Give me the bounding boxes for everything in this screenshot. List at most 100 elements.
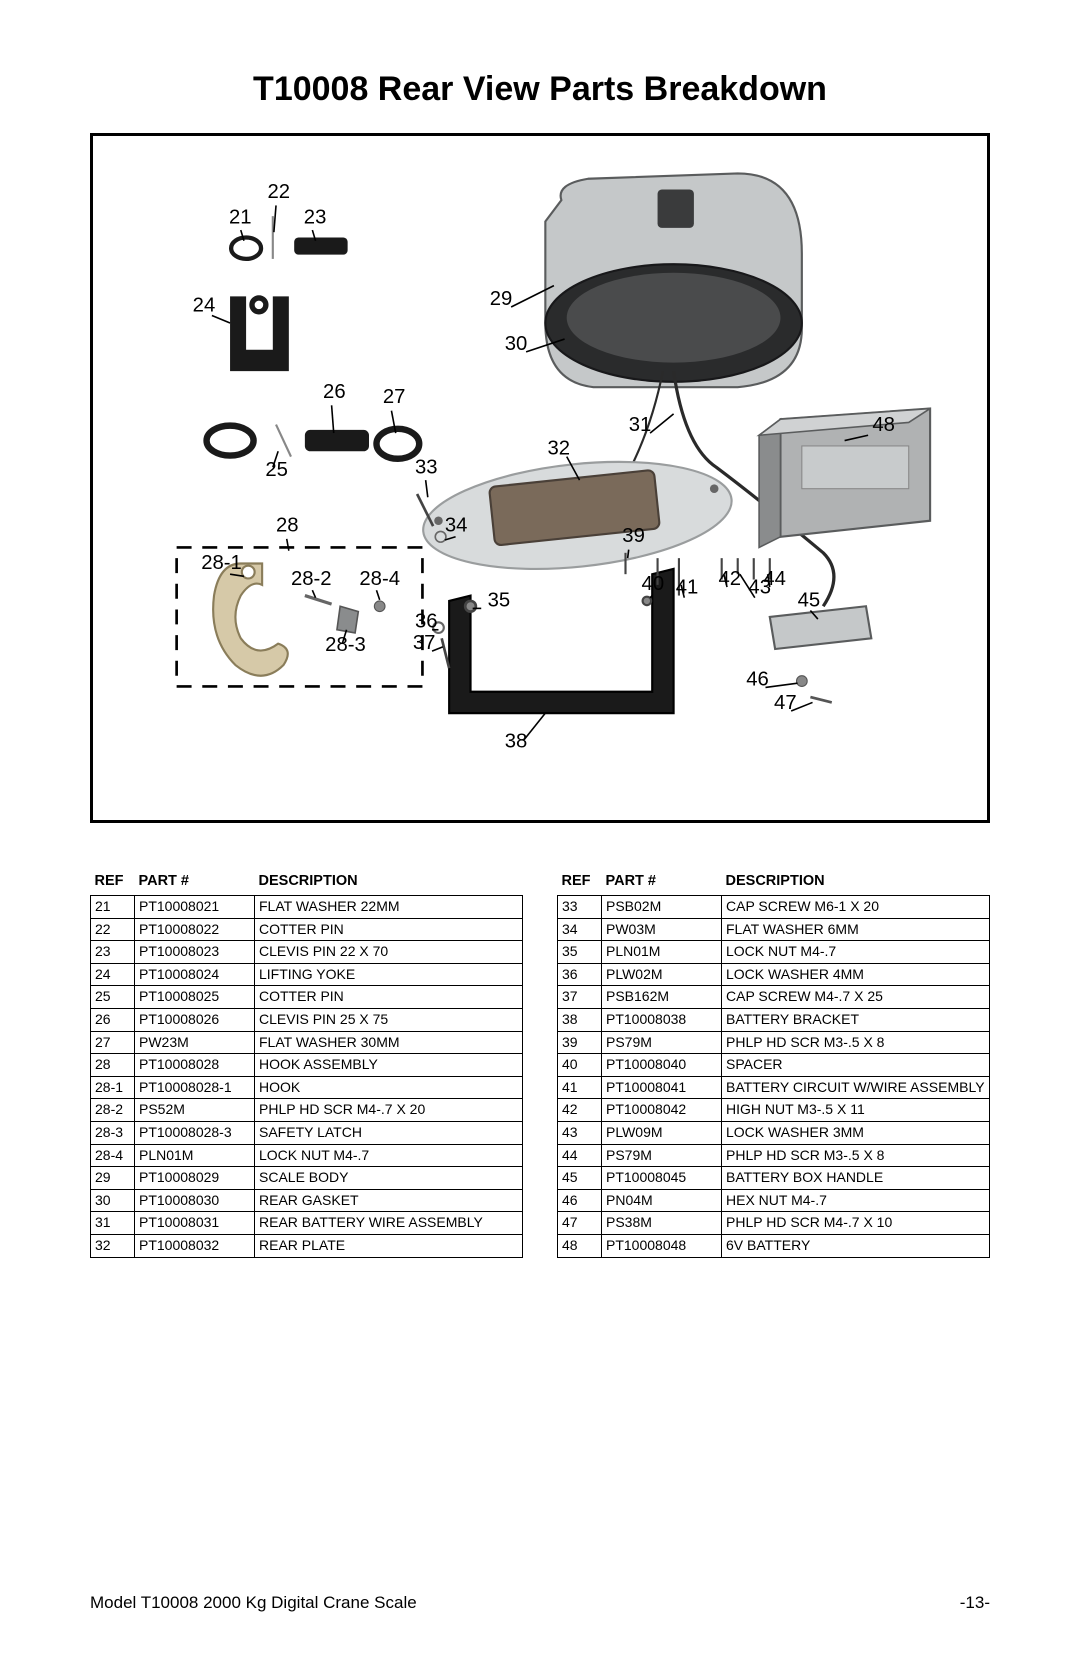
col-header-part: PART # — [135, 871, 255, 896]
cell-ref: 36 — [558, 963, 602, 986]
cell-ref: 48 — [558, 1234, 602, 1257]
callout-21: 21 — [229, 207, 252, 229]
table-row: 24PT10008024LIFTING YOKE — [91, 963, 523, 986]
cell-part: PT10008025 — [135, 986, 255, 1009]
cell-desc: SPACER — [722, 1054, 990, 1077]
callout-36: 36 — [415, 611, 438, 633]
cell-desc: HEX NUT M4-.7 — [722, 1189, 990, 1212]
table-row: 32PT10008032REAR PLATE — [91, 1234, 523, 1257]
callout-35: 35 — [488, 589, 511, 611]
cell-desc: HOOK ASSEMBLY — [255, 1054, 523, 1077]
cell-ref: 28-2 — [91, 1099, 135, 1122]
table-row: 46PN04MHEX NUT M4-.7 — [558, 1189, 990, 1212]
table-row: 41PT10008041BATTERY CIRCUIT W/WIRE ASSEM… — [558, 1076, 990, 1099]
cell-ref: 27 — [91, 1031, 135, 1054]
nut-28-4-icon — [374, 601, 385, 612]
cell-part: PW23M — [135, 1031, 255, 1054]
cell-part: PT10008026 — [135, 1008, 255, 1031]
table-row: 36PLW02MLOCK WASHER 4MM — [558, 963, 990, 986]
cell-ref: 37 — [558, 986, 602, 1009]
callout-24: 24 — [193, 294, 216, 316]
callout-47: 47 — [774, 692, 797, 714]
washer-27-icon — [376, 429, 419, 459]
cell-ref: 46 — [558, 1189, 602, 1212]
cell-desc: REAR BATTERY WIRE ASSEMBLY — [255, 1212, 523, 1235]
table-row: 47PS38MPHLP HD SCR M4-.7 X 10 — [558, 1212, 990, 1235]
cell-desc: 6V BATTERY — [722, 1234, 990, 1257]
col-header-ref: REF — [91, 871, 135, 896]
table-row: 30PT10008030REAR GASKET — [91, 1189, 523, 1212]
table-row: 38PT10008038BATTERY BRACKET — [558, 1008, 990, 1031]
callout-41: 41 — [676, 576, 699, 598]
cell-part: PLW09M — [602, 1121, 722, 1144]
table-row: 22PT10008022COTTER PIN — [91, 918, 523, 941]
cell-ref: 44 — [558, 1144, 602, 1167]
cell-part: PT10008041 — [602, 1076, 722, 1099]
diagram-svg: 212223242526272828-128-228-328-429303132… — [93, 136, 987, 820]
cell-desc: PHLP HD SCR M3-.5 X 8 — [722, 1031, 990, 1054]
callout-38: 38 — [505, 730, 528, 752]
col-header-desc: DESCRIPTION — [255, 871, 523, 896]
washer-21-icon — [231, 238, 261, 259]
footer-model: Model T10008 2000 Kg Digital Crane Scale — [90, 1593, 417, 1613]
cell-ref: 39 — [558, 1031, 602, 1054]
callout-23: 23 — [304, 207, 327, 229]
callout-29: 29 — [490, 288, 513, 310]
cell-part: PLN01M — [602, 941, 722, 964]
cell-ref: 28 — [91, 1054, 135, 1077]
cell-ref: 28-3 — [91, 1121, 135, 1144]
handle-hardware-icon — [797, 676, 832, 703]
cell-desc: PHLP HD SCR M4-.7 X 10 — [722, 1212, 990, 1235]
cell-desc: REAR GASKET — [255, 1189, 523, 1212]
cell-ref: 45 — [558, 1167, 602, 1190]
callout-28-2: 28-2 — [291, 568, 332, 590]
cell-desc: LOCK NUT M4-.7 — [255, 1144, 523, 1167]
table-row: 26PT10008026CLEVIS PIN 25 X 75 — [91, 1008, 523, 1031]
cell-desc: COTTER PIN — [255, 986, 523, 1009]
cell-desc: CAP SCREW M4-.7 X 25 — [722, 986, 990, 1009]
cell-desc: BATTERY BRACKET — [722, 1008, 990, 1031]
table-row: 28-3PT10008028-3SAFETY LATCH — [91, 1121, 523, 1144]
cell-desc: SCALE BODY — [255, 1167, 523, 1190]
washer-25-icon — [207, 426, 254, 456]
table-row: 44PS79MPHLP HD SCR M3-.5 X 8 — [558, 1144, 990, 1167]
cell-ref: 26 — [91, 1008, 135, 1031]
cell-part: PT10008042 — [602, 1099, 722, 1122]
cell-part: PT10008031 — [135, 1212, 255, 1235]
cell-part: PT10008048 — [602, 1234, 722, 1257]
cell-desc: BATTERY CIRCUIT W/WIRE ASSEMBLY — [722, 1076, 990, 1099]
callout-39: 39 — [622, 525, 645, 547]
table-row: 34PW03MFLAT WASHER 6MM — [558, 918, 990, 941]
cell-desc: LOCK WASHER 4MM — [722, 963, 990, 986]
cell-desc: SAFETY LATCH — [255, 1121, 523, 1144]
cell-ref: 28-1 — [91, 1076, 135, 1099]
cell-part: PT10008028-3 — [135, 1121, 255, 1144]
cell-part: PW03M — [602, 918, 722, 941]
callout-32: 32 — [547, 437, 570, 459]
cell-desc: CLEVIS PIN 25 X 75 — [255, 1008, 523, 1031]
cell-desc: HIGH NUT M3-.5 X 11 — [722, 1099, 990, 1122]
cell-desc: REAR PLATE — [255, 1234, 523, 1257]
cell-part: PSB162M — [602, 986, 722, 1009]
cell-ref: 33 — [558, 896, 602, 919]
table-row: 42PT10008042HIGH NUT M3-.5 X 11 — [558, 1099, 990, 1122]
cell-desc: HOOK — [255, 1076, 523, 1099]
cell-ref: 32 — [91, 1234, 135, 1257]
cell-part: PT10008032 — [135, 1234, 255, 1257]
table-row: 39PS79MPHLP HD SCR M3-.5 X 8 — [558, 1031, 990, 1054]
cell-part: PT10008030 — [135, 1189, 255, 1212]
cell-ref: 23 — [91, 941, 135, 964]
callout-22: 22 — [267, 181, 290, 203]
cell-part: PT10008023 — [135, 941, 255, 964]
table-row: 27PW23MFLAT WASHER 30MM — [91, 1031, 523, 1054]
callout-28-3: 28-3 — [325, 634, 366, 656]
callout-46: 46 — [746, 668, 769, 690]
battery-handle-icon — [770, 606, 872, 649]
lifting-yoke-icon — [230, 295, 289, 371]
table-row: 25PT10008025COTTER PIN — [91, 986, 523, 1009]
cell-ref: 41 — [558, 1076, 602, 1099]
table-row: 23PT10008023CLEVIS PIN 22 X 70 — [91, 941, 523, 964]
callout-31: 31 — [629, 414, 652, 436]
page-title: T10008 Rear View Parts Breakdown — [90, 70, 990, 109]
col-header-desc: DESCRIPTION — [722, 871, 990, 896]
